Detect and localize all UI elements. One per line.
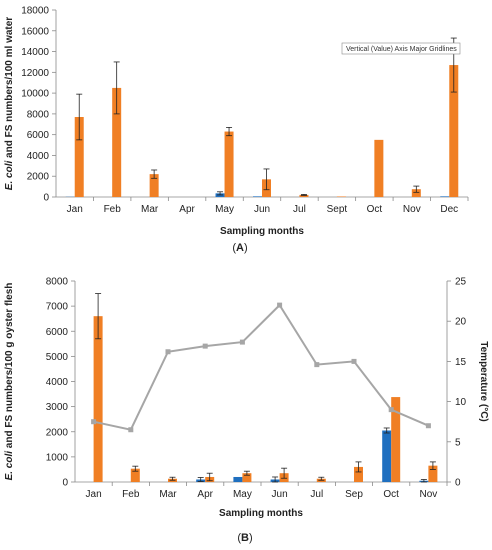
temperature-line bbox=[93, 303, 429, 431]
y-tick-label: 16000 bbox=[21, 26, 49, 37]
temperature-marker bbox=[91, 419, 97, 425]
temperature-marker bbox=[239, 339, 245, 345]
chart-panel-b: 0 1000 2000 3000 4000 5000 6000 7000 8000 Jan Feb M… bbox=[4, 277, 489, 520]
x-tick-label: Oct bbox=[367, 204, 383, 215]
y-tick-label: 6000 bbox=[46, 327, 69, 338]
x-tick-label: May bbox=[233, 489, 252, 500]
y2-tick-label: 5 bbox=[455, 437, 461, 448]
panel-label-b: (B) bbox=[237, 532, 252, 544]
bar bbox=[233, 476, 243, 482]
y-axis-title-italic: E. coli bbox=[4, 161, 15, 191]
y-axis-title-rest: and FS numbers/100 g oyster flesh bbox=[4, 283, 15, 451]
x-tick-label: Mar bbox=[141, 204, 159, 215]
y-tick-label: 18000 bbox=[21, 6, 49, 17]
x-tick-label: Feb bbox=[122, 489, 140, 500]
temperature-marker bbox=[351, 358, 357, 364]
y-tick-label: 0 bbox=[62, 478, 68, 489]
y2-tick-label: 25 bbox=[455, 277, 467, 288]
x-tick-label: Jul bbox=[310, 489, 323, 500]
y-tick-label: 8000 bbox=[46, 277, 69, 288]
bar bbox=[336, 196, 346, 197]
tooltip-text: Vertical (Value) Axis Major Gridlines bbox=[346, 46, 457, 53]
x-axis-title: Sampling months bbox=[219, 508, 303, 519]
panel-letter: A bbox=[236, 242, 244, 254]
x-tick-label: Jul bbox=[293, 204, 306, 215]
x-tick-label: Apr bbox=[197, 489, 213, 500]
y-tick-label: 7000 bbox=[46, 302, 69, 313]
x-tick-label: Jun bbox=[272, 489, 288, 500]
bar bbox=[224, 131, 234, 197]
y-tick-label: 4000 bbox=[27, 151, 50, 162]
temperature-marker bbox=[388, 407, 394, 413]
x-tick-label: Dec bbox=[440, 204, 458, 215]
panel-label-a: (A) bbox=[232, 242, 247, 254]
y-tick-label: 4000 bbox=[46, 377, 69, 388]
y-tick-label: 8000 bbox=[27, 109, 50, 120]
bar bbox=[130, 468, 140, 482]
y2-axis-title: Temperature (°C) bbox=[478, 341, 489, 422]
x-tick-label: Nov bbox=[403, 204, 421, 215]
y-tick-label: 14000 bbox=[21, 47, 49, 58]
x-tick-label: Sep bbox=[345, 489, 363, 500]
bar bbox=[449, 65, 459, 197]
y-axis-title: E. coli and FS numbers/100 ml water bbox=[4, 17, 15, 190]
x-tick-label: May bbox=[215, 204, 234, 215]
temperature-marker bbox=[202, 343, 208, 349]
x-axis-title: Sampling months bbox=[220, 226, 304, 237]
x-tick-label: Jan bbox=[86, 489, 102, 500]
y-tick-label: 2000 bbox=[27, 172, 50, 183]
y-tick-label: 5000 bbox=[46, 352, 69, 363]
x-tick-label: Jun bbox=[254, 204, 270, 215]
bar bbox=[299, 194, 309, 197]
bar bbox=[112, 87, 122, 197]
y2-tick-label: 10 bbox=[455, 397, 467, 408]
y-axis-title-italic: E. coli bbox=[4, 451, 15, 481]
x-tick-label: Mar bbox=[159, 489, 177, 500]
x-tick-label: Oct bbox=[383, 489, 399, 500]
temperature-marker bbox=[425, 423, 431, 429]
y-axis-title-rest: and FS numbers/100 ml water bbox=[4, 17, 15, 161]
bar bbox=[391, 397, 401, 482]
y-tick-label: 0 bbox=[43, 193, 49, 204]
bar bbox=[93, 316, 103, 482]
y-axis-title: E. coli and FS numbers/100 g oyster fles… bbox=[4, 283, 15, 481]
x-tick-label: Feb bbox=[104, 204, 122, 215]
y-tick-label: 6000 bbox=[27, 130, 50, 141]
temperature-marker bbox=[128, 427, 134, 433]
tooltip-box bbox=[341, 42, 461, 55]
x-tick-label: Apr bbox=[179, 204, 195, 215]
bar bbox=[374, 139, 384, 197]
temperature-marker bbox=[277, 302, 283, 308]
panel-letter: B bbox=[241, 532, 249, 544]
x-tick-label: Sept bbox=[327, 204, 348, 215]
bar bbox=[428, 465, 438, 482]
y-tick-label: 12000 bbox=[21, 68, 49, 79]
bar bbox=[382, 430, 392, 482]
y-tick-label: 3000 bbox=[46, 402, 69, 413]
x-tick-label: Jan bbox=[67, 204, 83, 215]
y-tick-label: 2000 bbox=[46, 427, 69, 438]
bar bbox=[149, 174, 159, 197]
y-tick-label: 10000 bbox=[21, 89, 49, 100]
bar bbox=[411, 189, 421, 197]
bar bbox=[242, 473, 252, 482]
gridlines-tooltip: Vertical (Value) Axis Major Gridlines bbox=[341, 42, 461, 55]
bar bbox=[253, 196, 262, 197]
temperature-marker bbox=[314, 362, 320, 368]
y2-tick-label: 0 bbox=[455, 478, 461, 489]
bar bbox=[440, 196, 450, 197]
y2-tick-label: 15 bbox=[455, 357, 467, 368]
bar bbox=[354, 466, 363, 482]
temperature-marker bbox=[165, 349, 171, 355]
y2-tick-label: 20 bbox=[455, 317, 467, 328]
chart-panel-a: 0 2000 4000 6000 8000 10000 12000 14000 16000 180… bbox=[4, 6, 469, 237]
bar bbox=[74, 117, 84, 197]
y-tick-label: 1000 bbox=[46, 452, 69, 463]
x-tick-label: Nov bbox=[420, 489, 438, 500]
